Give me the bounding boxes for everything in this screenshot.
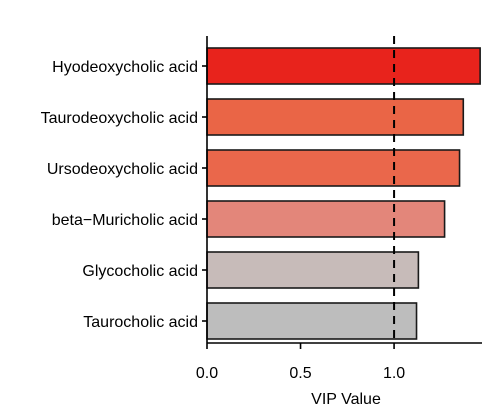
bar-0 xyxy=(206,47,481,85)
bar-5 xyxy=(206,302,418,340)
x-axis-title: VIP Value xyxy=(311,391,381,408)
category-label-1: Taurodeoxycholic acid xyxy=(41,110,198,127)
bar-3 xyxy=(206,200,446,238)
category-label-3: beta−Muricholic acid xyxy=(52,212,198,229)
bar-2 xyxy=(206,149,461,187)
x-tick-label-2: 1.0 xyxy=(383,365,405,382)
x-tick-label-0: 0.0 xyxy=(196,365,218,382)
category-label-2: Ursodeoxycholic acid xyxy=(47,161,198,178)
category-label-0: Hyodeoxycholic acid xyxy=(52,59,198,76)
category-label-4: Glycocholic acid xyxy=(82,263,198,280)
bars-group xyxy=(206,47,481,340)
category-labels: Hyodeoxycholic acid Taurodeoxycholic acid… xyxy=(41,59,207,331)
bar-4 xyxy=(206,251,420,289)
bar-1 xyxy=(206,98,465,136)
x-tick-label-1: 0.5 xyxy=(289,365,311,382)
x-axis-ticks: 0.0 0.5 1.0 xyxy=(196,343,405,382)
category-label-5: Taurocholic acid xyxy=(83,314,198,331)
